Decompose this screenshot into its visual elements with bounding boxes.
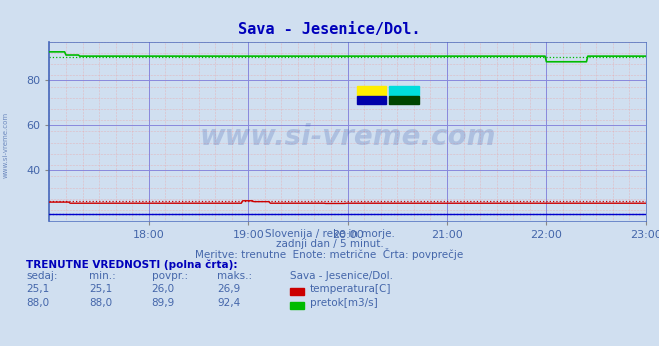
Text: Sava - Jesenice/Dol.: Sava - Jesenice/Dol. <box>290 271 393 281</box>
Text: min.:: min.: <box>89 271 116 281</box>
FancyBboxPatch shape <box>357 95 386 104</box>
Text: maks.:: maks.: <box>217 271 252 281</box>
Text: www.si-vreme.com: www.si-vreme.com <box>200 123 496 151</box>
Text: TRENUTNE VREDNOSTI (polna črta):: TRENUTNE VREDNOSTI (polna črta): <box>26 260 238 270</box>
Text: sedaj:: sedaj: <box>26 271 58 281</box>
Text: 26,9: 26,9 <box>217 284 241 294</box>
Text: 88,0: 88,0 <box>89 298 112 308</box>
Text: 25,1: 25,1 <box>89 284 112 294</box>
Text: 92,4: 92,4 <box>217 298 241 308</box>
Text: 88,0: 88,0 <box>26 298 49 308</box>
Text: temperatura[C]: temperatura[C] <box>310 284 391 294</box>
Text: Slovenija / reke in morje.: Slovenija / reke in morje. <box>264 229 395 239</box>
Text: 25,1: 25,1 <box>26 284 49 294</box>
FancyBboxPatch shape <box>389 95 419 104</box>
Text: povpr.:: povpr.: <box>152 271 188 281</box>
Text: zadnji dan / 5 minut.: zadnji dan / 5 minut. <box>275 239 384 249</box>
Text: 89,9: 89,9 <box>152 298 175 308</box>
Text: pretok[m3/s]: pretok[m3/s] <box>310 298 378 308</box>
Text: Meritve: trenutne  Enote: metrične  Črta: povprečje: Meritve: trenutne Enote: metrične Črta: … <box>195 248 464 260</box>
FancyBboxPatch shape <box>389 86 419 94</box>
Text: Sava - Jesenice/Dol.: Sava - Jesenice/Dol. <box>239 22 420 37</box>
Text: 26,0: 26,0 <box>152 284 175 294</box>
FancyBboxPatch shape <box>357 86 386 94</box>
Text: www.si-vreme.com: www.si-vreme.com <box>2 112 9 179</box>
